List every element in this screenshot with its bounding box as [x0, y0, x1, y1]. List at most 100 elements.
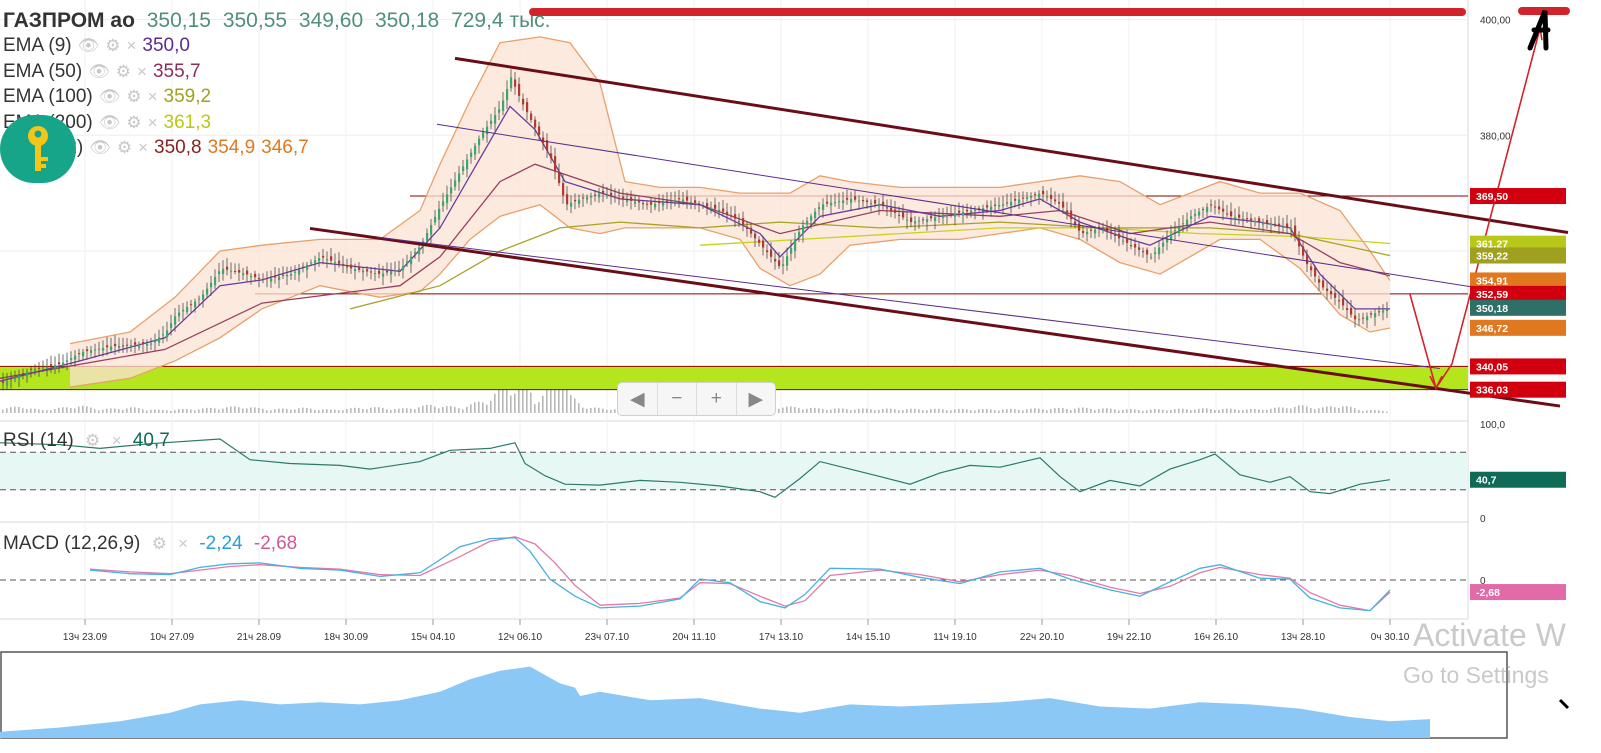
- volume-bar: [1358, 409, 1360, 413]
- gear-icon[interactable]: ⚙: [151, 534, 167, 553]
- volume-bar: [1202, 408, 1204, 413]
- volume-bar: [1090, 408, 1092, 413]
- candle-body: [1242, 218, 1245, 220]
- candle-body: [326, 259, 329, 261]
- candle-body: [562, 183, 565, 196]
- candle-body: [330, 256, 333, 261]
- candle-body: [538, 126, 541, 136]
- volume-bar: [986, 408, 988, 413]
- quote-header: ГАЗПРОМ ао 350,15 350,55 349,60 350,18 7…: [3, 9, 557, 33]
- scroll-left-button[interactable]: ◀: [618, 383, 658, 415]
- indicator-legend: EMA (9) 👁 ⚙ × 350,0: [3, 35, 196, 57]
- candle-body: [350, 264, 353, 269]
- close-icon[interactable]: ×: [126, 36, 137, 55]
- volume-bar: [362, 408, 364, 413]
- candle-body: [322, 255, 325, 258]
- volume-bar: [1182, 408, 1184, 413]
- gear-icon[interactable]: ⚙: [85, 431, 101, 450]
- candle-body: [6, 381, 9, 386]
- volume-bar: [338, 410, 340, 413]
- price-badge: [1470, 188, 1566, 205]
- candle-body: [1206, 207, 1209, 213]
- gear-icon[interactable]: ⚙: [126, 112, 142, 132]
- candle-body: [890, 207, 893, 211]
- price-badge-label: 369,50: [1476, 191, 1508, 203]
- volume-bar: [30, 408, 32, 413]
- candle-body: [1014, 198, 1017, 201]
- candle-body: [1230, 211, 1233, 217]
- indicator-value: 354,9: [207, 137, 256, 158]
- volume-bar: [2, 409, 4, 413]
- candle-body: [1314, 267, 1317, 277]
- volume-bar: [998, 410, 1000, 413]
- volume-bar: [874, 410, 876, 413]
- zoom-in-button[interactable]: +: [697, 383, 737, 415]
- eye-icon[interactable]: 👁: [88, 61, 110, 81]
- candle-body: [1298, 238, 1301, 247]
- volume-bar: [462, 409, 464, 413]
- candle-body: [382, 273, 385, 277]
- gear-icon[interactable]: ⚙: [105, 36, 121, 55]
- volume-bar: [1150, 409, 1152, 413]
- volume-bar: [6, 408, 8, 413]
- volume-bar: [194, 410, 196, 413]
- candle-body: [1350, 307, 1353, 315]
- close-icon[interactable]: ×: [111, 431, 122, 450]
- candle-body: [510, 77, 513, 89]
- candle-body: [314, 260, 317, 263]
- candle-body: [406, 261, 409, 264]
- candle-body: [770, 249, 773, 257]
- candle-body: [50, 364, 53, 366]
- volume-bar: [966, 409, 968, 413]
- volume-bar: [386, 409, 388, 413]
- candle-body: [358, 266, 361, 270]
- volume-bar: [1018, 409, 1020, 413]
- volume-bar: [1322, 407, 1324, 413]
- gear-icon[interactable]: ⚙: [115, 61, 132, 81]
- volume-bar: [406, 408, 408, 413]
- gear-icon[interactable]: ⚙: [116, 138, 133, 157]
- ticker-name[interactable]: ГАЗПРОМ ао: [3, 9, 135, 32]
- candle-body: [910, 217, 913, 223]
- candle-body: [122, 345, 125, 347]
- close-icon[interactable]: ×: [147, 112, 158, 132]
- candle-body: [1262, 222, 1265, 225]
- volume-bar: [1078, 407, 1080, 413]
- candle-body: [1246, 218, 1249, 220]
- close-icon[interactable]: ×: [147, 87, 158, 106]
- volume-bar: [178, 409, 180, 413]
- time-label: 0ч 30.10: [1371, 632, 1410, 643]
- eye-icon[interactable]: 👁: [77, 36, 100, 55]
- eye-icon[interactable]: 👁: [98, 87, 121, 106]
- volume-bar: [170, 410, 172, 413]
- candle-body: [118, 345, 121, 348]
- candle-body: [970, 210, 973, 213]
- rsi-badge: [1470, 471, 1566, 488]
- candle-body: [146, 343, 149, 346]
- scroll-right-button[interactable]: ▶: [748, 388, 764, 410]
- volume-bar: [78, 406, 80, 413]
- candle-body: [1074, 221, 1077, 225]
- eye-icon[interactable]: 👁: [89, 138, 111, 157]
- time-label: 14ч 15.10: [846, 632, 891, 643]
- gear-icon[interactable]: ⚙: [126, 87, 142, 106]
- eye-icon[interactable]: 👁: [98, 112, 121, 132]
- candle-body: [730, 215, 733, 217]
- volume-bar: [942, 409, 944, 413]
- close-icon[interactable]: ×: [178, 534, 189, 553]
- volume-bar: [1238, 410, 1240, 413]
- candle-body: [1218, 206, 1221, 210]
- candle-body: [766, 250, 769, 253]
- candle-body: [186, 307, 189, 313]
- candle-body: [1326, 288, 1329, 291]
- volume-bar: [122, 409, 124, 413]
- volume-bar: [130, 407, 132, 413]
- close-icon[interactable]: ×: [137, 61, 147, 81]
- candle-body: [134, 342, 137, 345]
- volume-bar: [1362, 410, 1364, 413]
- key-icon[interactable]: [0, 115, 76, 183]
- candle-body: [978, 208, 981, 210]
- zoom-out-button[interactable]: −: [658, 383, 697, 415]
- close-icon[interactable]: ×: [138, 138, 149, 157]
